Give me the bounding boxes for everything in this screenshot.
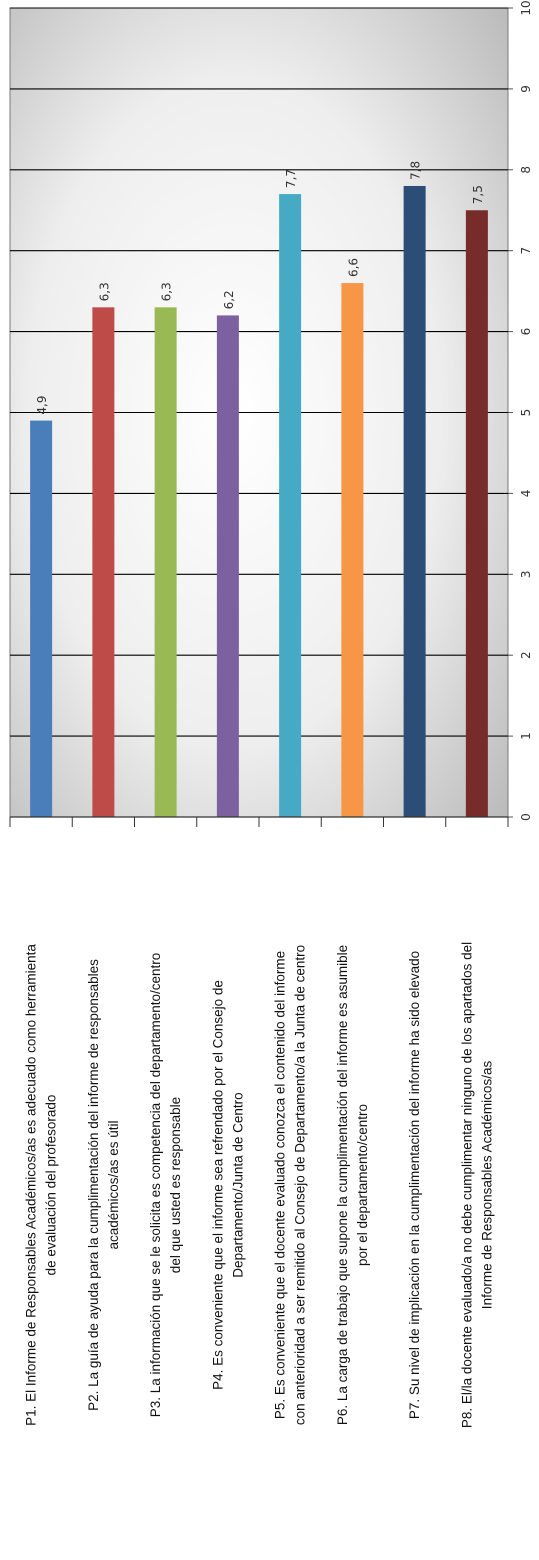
bars: 4,9 6,3 6,3 6,2 7,7 6,6 7,8 7,5 <box>30 161 488 818</box>
data-label: 4,9 <box>35 395 49 414</box>
tick-label: 1 <box>519 732 533 740</box>
tick-label: 5 <box>519 409 533 417</box>
category-label: P1. El Informe de Responsables Académico… <box>24 944 39 1426</box>
bar <box>403 185 426 818</box>
category-label: P3. La información que se le solicita es… <box>148 953 163 1418</box>
tick-label: 9 <box>519 85 533 93</box>
category-axis: P1. El Informe de Responsables Académico… <box>9 816 509 1428</box>
category-label: por el departamento/centro <box>355 1104 370 1266</box>
category-label: P2. La guía de ayuda para la cumplimenta… <box>86 959 101 1411</box>
category-label: P8. El/la docente evaluado/a no debe cum… <box>459 942 474 1428</box>
category-label: del que usted es responsable <box>168 1097 183 1273</box>
data-label: 7,8 <box>409 161 423 180</box>
tick-label: 3 <box>519 570 533 578</box>
data-label: 6,2 <box>222 290 236 309</box>
tick-label: 8 <box>519 166 533 174</box>
data-label: 7,5 <box>471 185 485 204</box>
tick-label: 7 <box>519 247 533 255</box>
category-label: académicos/as es útil <box>106 1120 121 1249</box>
bar <box>279 194 302 817</box>
value-axis: 0 1 2 3 4 5 6 7 8 9 10 <box>508 0 533 821</box>
category-label: Informe de Responsables Académicos/as <box>479 1061 494 1310</box>
tick-label: 2 <box>519 651 533 659</box>
data-label: 6,6 <box>346 258 360 277</box>
category-label: P7. Su nivel de implicación en la cumpli… <box>407 951 422 1419</box>
category-label: Departamento/Junta de Centro <box>230 1092 245 1277</box>
data-label: 7,7 <box>284 169 298 188</box>
bar <box>30 420 53 817</box>
bar <box>465 210 488 817</box>
data-label: 6,3 <box>97 282 111 301</box>
bar <box>154 307 177 817</box>
data-label: 6,3 <box>160 282 174 301</box>
tick-label: 4 <box>519 490 533 498</box>
tick-label: 10 <box>519 0 533 15</box>
category-label: de evaluación del profesorado <box>44 1095 59 1276</box>
category-label: con anterioridad a ser remitido al Conse… <box>293 945 308 1425</box>
tick-label: 0 <box>519 813 533 821</box>
category-label: P5. Es conveniente que el docente evalua… <box>273 951 288 1419</box>
tick-label: 6 <box>519 328 533 336</box>
bar <box>216 315 239 817</box>
category-label: P4. Es conveniente que el informe sea re… <box>210 980 225 1390</box>
category-label: P6. La carga de trabajo que supone la cu… <box>335 945 350 1425</box>
bar <box>341 283 364 817</box>
bar <box>92 307 115 817</box>
